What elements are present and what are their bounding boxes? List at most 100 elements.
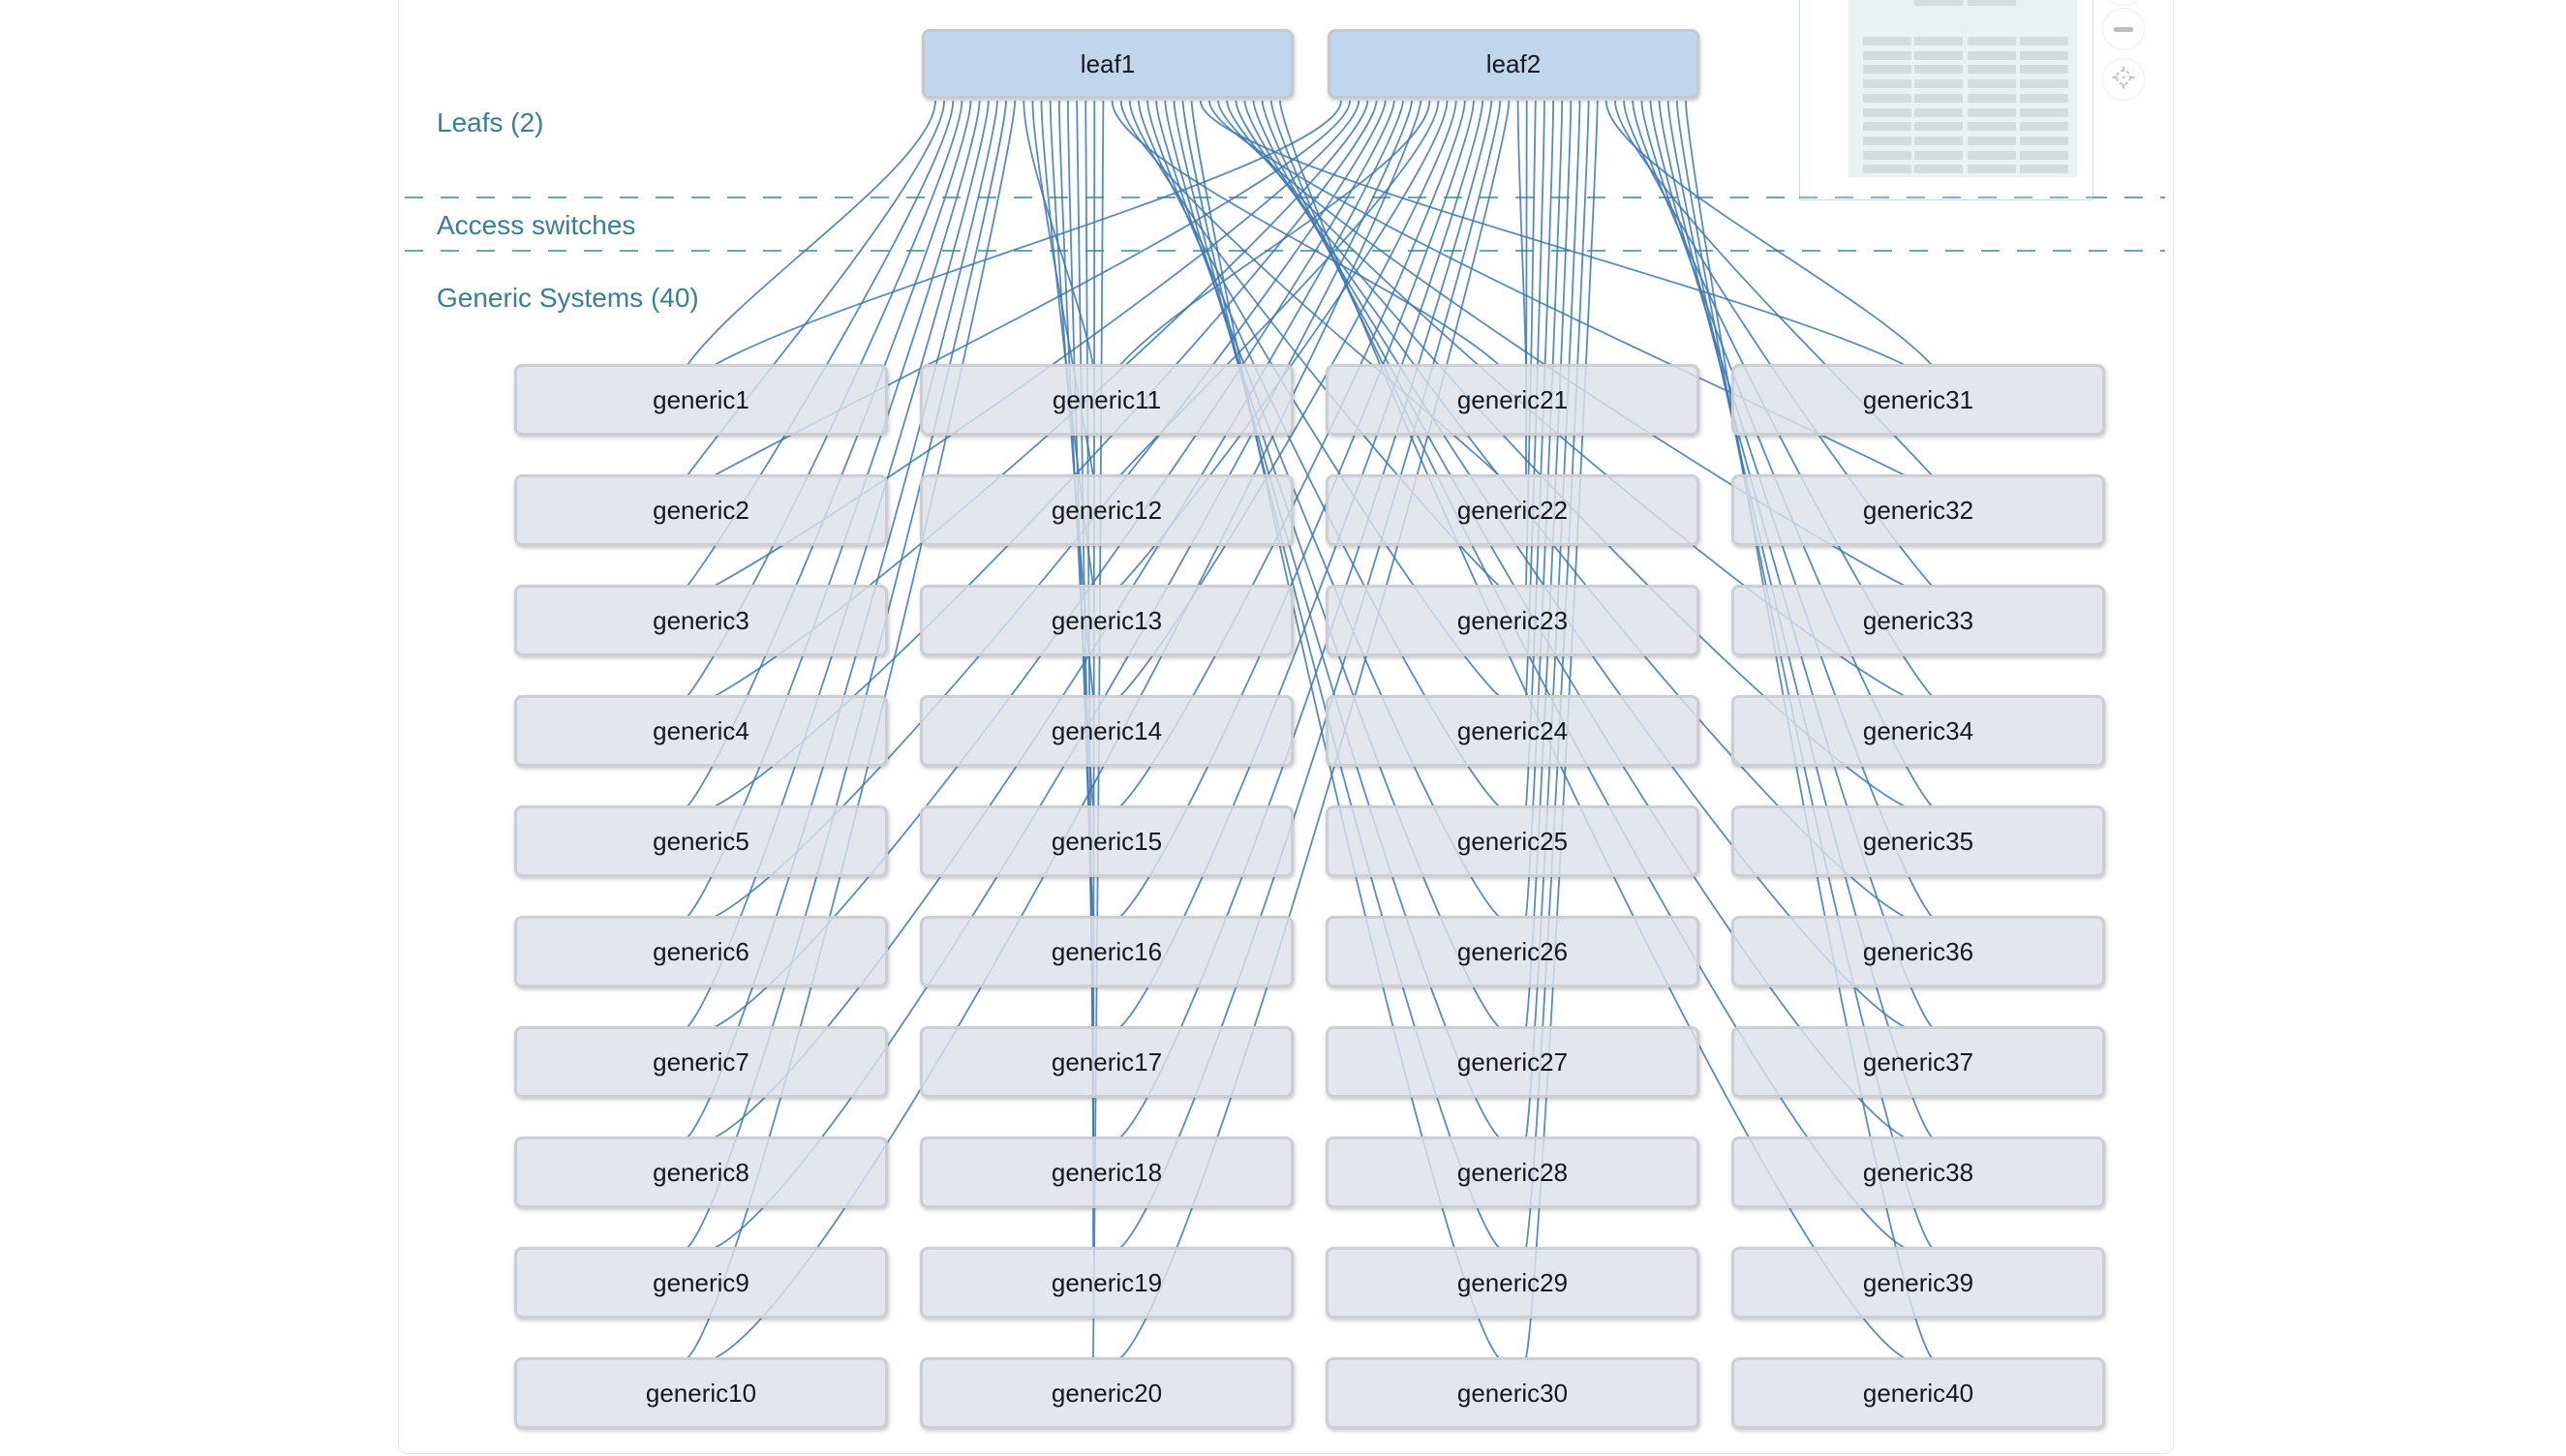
node-generic11[interactable]: generic11 xyxy=(920,364,1294,436)
node-generic2[interactable]: generic2 xyxy=(514,474,888,546)
link-leaf1-generic37[interactable] xyxy=(1252,100,1906,1028)
node-generic28[interactable]: generic28 xyxy=(1326,1137,1699,1208)
link-leaf1-generic7[interactable] xyxy=(687,100,990,1028)
node-generic29[interactable]: generic29 xyxy=(1326,1247,1699,1319)
node-generic33[interactable]: generic33 xyxy=(1731,585,2105,656)
link-leaf1-generic11[interactable] xyxy=(1023,100,1094,366)
node-generic1[interactable]: generic1 xyxy=(514,364,888,436)
tier-separator-bottom xyxy=(405,250,2165,252)
node-leaf1[interactable]: leaf1 xyxy=(922,29,1294,99)
topology-canvas[interactable]: Leafs (2) Access switches Generic System… xyxy=(398,0,2174,1454)
minimap-node-bar xyxy=(1914,150,1963,160)
node-generic32[interactable]: generic32 xyxy=(1731,474,2105,546)
node-generic21[interactable]: generic21 xyxy=(1326,364,1699,436)
link-leaf2-generic31[interactable] xyxy=(1604,100,1933,366)
node-generic35[interactable]: generic35 xyxy=(1731,805,2105,877)
minimap-node-bar xyxy=(1914,37,1963,46)
minimap-node-bar xyxy=(1914,122,1963,132)
minimap-node-bar xyxy=(2020,93,2068,103)
minimap-node-bar xyxy=(1863,136,1911,145)
minimap-node-bar xyxy=(1914,93,1963,103)
minimap-node-bar xyxy=(1863,165,1911,174)
node-generic30[interactable]: generic30 xyxy=(1326,1357,1699,1429)
link-leaf2-generic37[interactable] xyxy=(1658,100,1933,1028)
node-generic22[interactable]: generic22 xyxy=(1326,474,1699,546)
node-generic15[interactable]: generic15 xyxy=(920,805,1294,877)
tier-label-leafs: Leafs (2) xyxy=(437,107,544,137)
node-leaf2[interactable]: leaf2 xyxy=(1328,29,1699,99)
node-generic5[interactable]: generic5 xyxy=(514,805,888,877)
minimap-node-bar xyxy=(2020,50,2068,60)
node-generic38[interactable]: generic38 xyxy=(1731,1137,2105,1208)
node-generic27[interactable]: generic27 xyxy=(1326,1026,1699,1098)
node-generic3[interactable]: generic3 xyxy=(514,585,888,656)
node-generic16[interactable]: generic16 xyxy=(920,916,1294,987)
node-generic10[interactable]: generic10 xyxy=(514,1357,888,1429)
minimap-leaf-bar xyxy=(1968,0,2016,6)
node-generic17[interactable]: generic17 xyxy=(920,1026,1294,1098)
minimap-node-bar xyxy=(2020,107,2068,117)
node-generic34[interactable]: generic34 xyxy=(1731,695,2105,767)
minimap-node-bar xyxy=(1914,136,1963,145)
minimap-node-bar xyxy=(1863,50,1911,60)
node-generic25[interactable]: generic25 xyxy=(1326,805,1699,877)
minimap-node-bar xyxy=(1863,122,1911,132)
link-leaf1-generic1[interactable] xyxy=(687,100,936,366)
minimap-node-bar xyxy=(1863,79,1911,89)
link-leaf2-generic1[interactable] xyxy=(714,100,1342,366)
minimap-node-bar xyxy=(2020,122,2068,132)
minimap-node-bar xyxy=(1968,165,2016,174)
node-generic18[interactable]: generic18 xyxy=(920,1137,1294,1208)
link-leaf2-generic11[interactable] xyxy=(1119,100,1431,366)
minimap-node-bar xyxy=(1863,37,1911,46)
minimap-node-bar xyxy=(2020,79,2068,89)
minus-icon xyxy=(2114,26,2133,32)
minimap-node-bar xyxy=(1968,93,2016,103)
minimap-node-bar xyxy=(1968,50,2016,60)
node-generic24[interactable]: generic24 xyxy=(1326,695,1699,767)
link-leaf2-generic22[interactable] xyxy=(1525,100,1528,476)
node-generic39[interactable]: generic39 xyxy=(1731,1247,2105,1319)
node-generic40[interactable]: generic40 xyxy=(1731,1357,2105,1429)
node-generic20[interactable]: generic20 xyxy=(920,1357,1294,1429)
zoom-out-button[interactable] xyxy=(2102,8,2145,50)
minimap-node-bar xyxy=(1968,122,2016,132)
tier-label-access-switches: Access switches xyxy=(437,210,636,240)
node-generic13[interactable]: generic13 xyxy=(920,585,1294,656)
node-generic31[interactable]: generic31 xyxy=(1731,364,2105,436)
node-generic14[interactable]: generic14 xyxy=(920,695,1294,767)
link-leaf2-generic21[interactable] xyxy=(1516,100,1527,366)
minimap-node-bar xyxy=(1863,107,1911,117)
node-generic23[interactable]: generic23 xyxy=(1326,585,1699,656)
link-leaf1-generic12[interactable] xyxy=(1031,100,1094,476)
node-generic19[interactable]: generic19 xyxy=(920,1247,1294,1319)
minimap-node-bar xyxy=(2020,65,2068,75)
node-generic37[interactable]: generic37 xyxy=(1731,1026,2105,1098)
node-generic4[interactable]: generic4 xyxy=(514,695,888,767)
minimap-node-bar xyxy=(2020,136,2068,145)
minimap-node-bar xyxy=(2020,150,2068,160)
minimap-node-bar xyxy=(1914,65,1963,75)
minimap-node-bar xyxy=(2020,165,2068,174)
node-generic26[interactable]: generic26 xyxy=(1326,916,1699,987)
minimap-node-bar xyxy=(1914,79,1963,89)
node-generic8[interactable]: generic8 xyxy=(514,1137,888,1208)
node-generic12[interactable]: generic12 xyxy=(920,474,1294,546)
crosshair-icon xyxy=(2111,65,2136,94)
link-leaf1-generic2[interactable] xyxy=(687,100,945,476)
minimap-viewport xyxy=(1848,0,2077,177)
link-leaf1-generic21[interactable] xyxy=(1111,100,1500,366)
minimap-node-bar xyxy=(1968,65,2016,75)
node-generic7[interactable]: generic7 xyxy=(514,1026,888,1098)
minimap-node-bar xyxy=(1968,136,2016,145)
tier-separator-top xyxy=(405,197,2165,198)
fit-to-screen-button[interactable] xyxy=(2102,58,2145,101)
node-generic9[interactable]: generic9 xyxy=(514,1247,888,1319)
minimap-node-bar xyxy=(1968,37,2016,46)
minimap-node-bar xyxy=(1863,93,1911,103)
node-generic36[interactable]: generic36 xyxy=(1731,916,2105,987)
node-generic6[interactable]: generic6 xyxy=(514,916,888,987)
minimap-node-bar xyxy=(1863,150,1911,160)
minimap-node-bar xyxy=(1968,150,2016,160)
minimap-node-bar xyxy=(1914,107,1963,117)
